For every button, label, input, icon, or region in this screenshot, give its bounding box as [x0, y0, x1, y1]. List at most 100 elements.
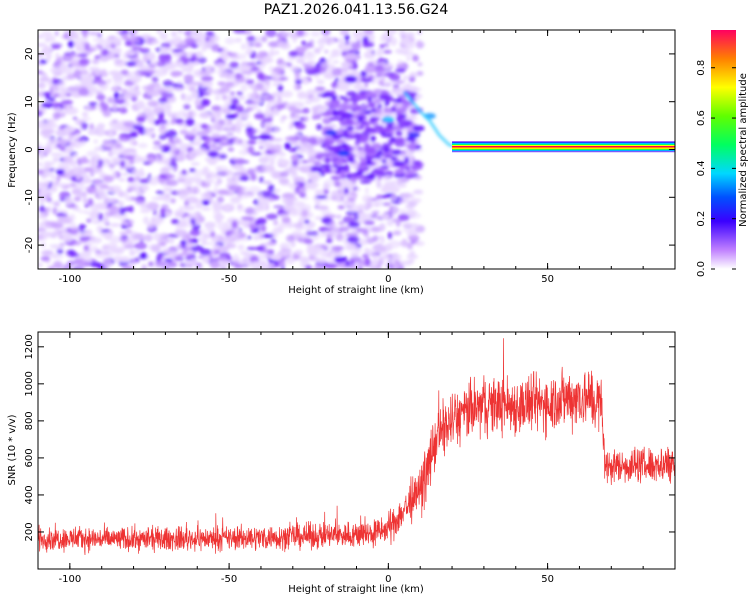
- spectrogram-cell: [38, 110, 43, 117]
- spectrogram-cell: [271, 111, 280, 116]
- spectrogram-cell: [85, 105, 91, 110]
- spectrogram-cell: [77, 64, 87, 68]
- spectrogram-cell: [194, 215, 204, 223]
- spectrogram-cell: [171, 218, 180, 225]
- spectrogram-y-tick-label: 0: [24, 146, 35, 152]
- spectrogram-cell: [223, 203, 235, 209]
- spectrogram-cell: [40, 90, 45, 98]
- spectrogram-cell: [273, 144, 283, 151]
- spectrogram-cell: [346, 232, 359, 238]
- spectrogram-cell: [247, 140, 257, 145]
- spectrogram-cell: [197, 56, 207, 64]
- spectrogram-cell: [294, 109, 305, 114]
- spectrogram-cell: [412, 191, 424, 195]
- spectrogram-noise-layer: [38, 30, 456, 269]
- spectrogram-cell: [108, 205, 120, 214]
- spectrogram-cell: [73, 69, 81, 79]
- spectrogram-cell: [386, 121, 396, 126]
- spectrogram-cell: [100, 229, 110, 233]
- spectrogram-cell: [111, 157, 122, 163]
- spectrogram-cell: [159, 31, 168, 41]
- spectrogram-x-tick-label: 50: [541, 274, 554, 285]
- colorbar-tick-label: 0.4: [696, 160, 707, 176]
- spectrogram-cell: [315, 195, 328, 199]
- spectrogram-cell: [402, 75, 408, 82]
- spectrogram-cell: [267, 241, 277, 246]
- spectrogram-cell: [162, 187, 173, 192]
- spectrogram-cell: [158, 233, 166, 238]
- spectrogram-cell: [191, 245, 204, 252]
- spectrogram-cell: [257, 72, 265, 81]
- spectrogram-cell: [235, 117, 243, 125]
- spectrogram-cell: [53, 229, 60, 238]
- spectrogram-cell: [349, 183, 356, 190]
- spectrogram-cell: [225, 243, 237, 249]
- spectrogram-cell: [214, 250, 221, 254]
- spectrogram-cell: [108, 149, 114, 158]
- spectrogram-cell: [109, 161, 117, 167]
- spectrogram-cell: [245, 45, 253, 51]
- spectrogram-cell: [66, 86, 79, 93]
- spectrogram-cell: [73, 196, 81, 202]
- spectrogram-cell: [407, 91, 417, 98]
- spectrogram-cell: [348, 265, 361, 269]
- spectrogram-cell: [328, 151, 335, 155]
- spectrogram-cell: [144, 73, 152, 78]
- spectrogram-cell: [371, 142, 382, 149]
- spectrogram-cell: [190, 44, 199, 49]
- spectrogram-cell: [199, 248, 212, 256]
- spectrogram-cell: [170, 147, 180, 151]
- spectrogram-y-tick-label: -10: [24, 189, 35, 205]
- spectrogram-cell: [200, 80, 214, 88]
- spectrogram-cell: [248, 186, 261, 194]
- spectrogram-cell: [352, 31, 358, 36]
- spectrogram-cell: [283, 205, 296, 213]
- spectrogram-cell: [38, 42, 47, 47]
- spectrogram-cell: [207, 160, 217, 165]
- spectrogram-cell: [238, 95, 246, 101]
- spectrogram-cell: [246, 35, 256, 42]
- spectrogram-cell: [260, 164, 274, 173]
- spectrogram-cell: [68, 229, 79, 235]
- spectrogram-cell: [41, 85, 46, 90]
- spectrogram-cell: [339, 121, 348, 126]
- spectrogram-cell: [400, 260, 413, 266]
- spectrogram-cell: [81, 156, 88, 164]
- spectrogram-cell: [244, 50, 254, 55]
- spectrogram-cell: [233, 253, 239, 260]
- spectrogram-cell: [106, 96, 115, 104]
- spectrogram-cell: [86, 150, 98, 157]
- spectrogram-cell: [160, 167, 170, 175]
- spectrogram-cell: [277, 152, 287, 157]
- spectrogram-cell: [368, 148, 377, 154]
- spectrogram-cell: [64, 183, 78, 188]
- spectrogram-cell: [371, 210, 380, 215]
- spectrogram-cell: [238, 237, 249, 242]
- spectrogram-cell: [209, 261, 220, 269]
- spectrogram-cell: [364, 186, 369, 195]
- spectrogram-cell: [51, 244, 65, 250]
- spectrogram-y-tick-label: 20: [24, 48, 35, 61]
- spectrogram-x-tick-label: -50: [221, 274, 237, 285]
- spectrogram-cell: [300, 135, 310, 144]
- snr-x-axis-label: Height of straight line (km): [288, 584, 424, 595]
- spectrogram-cell: [184, 39, 197, 45]
- spectrogram-cell: [391, 156, 397, 161]
- spectrogram-cell: [194, 136, 202, 144]
- spectrogram-cell: [401, 238, 408, 247]
- spectrogram-cell: [113, 58, 123, 65]
- spectrogram-cell: [280, 265, 285, 269]
- spectrogram-cell: [78, 224, 87, 229]
- spectrogram-cell: [91, 58, 100, 65]
- spectrogram-cell: [409, 194, 415, 199]
- spectrogram-cell: [215, 62, 225, 69]
- spectrogram-cell: [134, 176, 141, 181]
- spectrogram-cell: [264, 110, 270, 117]
- spectrogram-cell: [255, 246, 265, 251]
- spectrogram-cell: [177, 178, 186, 183]
- spectrogram-cell: [268, 196, 275, 202]
- spectrogram-cell: [129, 130, 138, 138]
- spectrogram-cell: [87, 198, 94, 206]
- spectrogram-cell: [185, 196, 199, 204]
- spectrogram-cell: [213, 187, 219, 195]
